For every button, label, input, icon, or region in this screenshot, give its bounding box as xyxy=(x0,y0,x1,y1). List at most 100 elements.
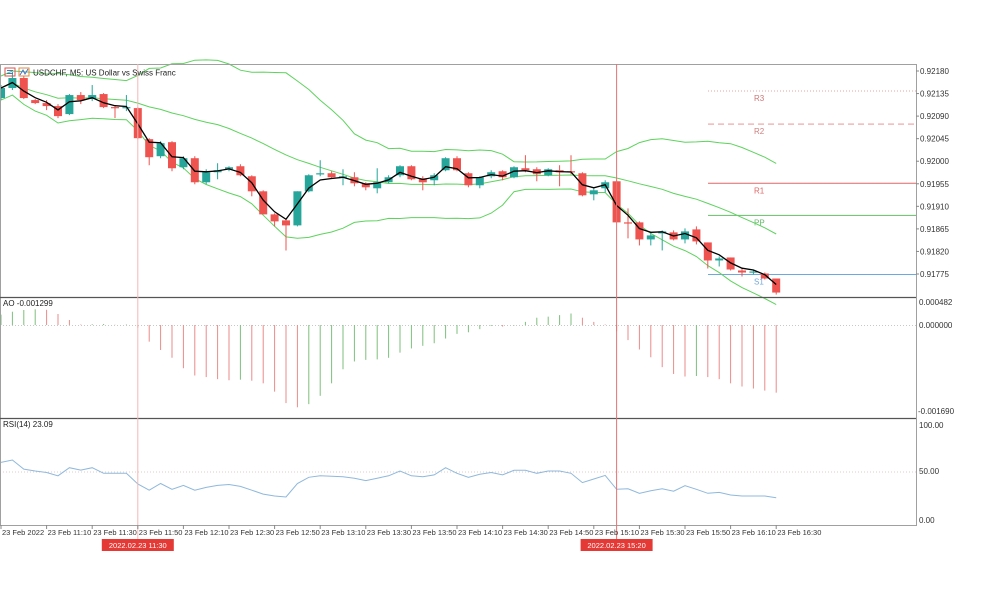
ao-axis-max: 0.000482 xyxy=(919,298,953,307)
candle xyxy=(646,232,655,246)
candle-body xyxy=(396,166,404,176)
candle xyxy=(464,172,473,188)
candle-body xyxy=(76,95,85,101)
candle-body xyxy=(270,214,279,222)
time-axis-label: 23 Feb 13:30 xyxy=(367,528,411,537)
candle xyxy=(282,219,290,251)
candle-body xyxy=(304,175,313,192)
candle-body xyxy=(168,142,176,169)
candle-body xyxy=(111,107,119,109)
rsi-axis-0: 0.00 xyxy=(919,516,935,525)
candle-body xyxy=(54,106,62,117)
price-axis-label: 0.91955 xyxy=(920,180,949,189)
candle-body xyxy=(282,220,290,226)
candle-body xyxy=(407,166,416,180)
candle-body xyxy=(532,169,541,175)
price-axis-label: 0.92000 xyxy=(920,157,949,166)
candle xyxy=(361,182,370,191)
candle-body xyxy=(179,158,188,168)
candle-body xyxy=(225,167,233,170)
candle-body xyxy=(464,173,473,186)
price-axis[interactable]: 0.92180 0.92135 0.92090 0.92045 0.92000 0.919… xyxy=(916,67,949,279)
candle-body xyxy=(259,191,268,215)
price-axis-label: 0.92045 xyxy=(920,135,949,144)
time-axis-label: 23 Feb 15:50 xyxy=(686,528,730,537)
candle-body xyxy=(544,169,553,176)
candle-body xyxy=(373,182,382,189)
rsi-indicator xyxy=(0,459,777,499)
candle xyxy=(498,170,507,181)
time-axis-label: 23 Feb 13:10 xyxy=(321,528,365,537)
candle xyxy=(316,160,325,177)
candle xyxy=(635,221,644,246)
candle xyxy=(270,213,279,227)
time-axis-label: 23 Feb 15:10 xyxy=(595,528,639,537)
candle-body xyxy=(122,107,131,109)
candle xyxy=(54,104,62,119)
chart-header: USDCHF, M5: US Dollar vs Swiss Franc xyxy=(4,67,176,78)
ao-axis: 0.000482 0.000000 -0.001690 xyxy=(918,298,955,416)
candle xyxy=(156,141,165,159)
price-axis-label: 0.91865 xyxy=(920,225,949,234)
rsi-line xyxy=(0,459,777,499)
candle xyxy=(259,190,268,215)
candle-body xyxy=(42,103,51,107)
time-axis[interactable]: 23 Feb 2022 23 Feb 11:10 23 Feb 11:30 23 Fe… xyxy=(0,525,821,537)
candle-body xyxy=(202,172,211,183)
candle xyxy=(19,76,28,100)
candle xyxy=(624,208,632,239)
candle xyxy=(441,157,450,172)
crosshair-time-box xyxy=(101,539,174,551)
rsi-axis-100: 100.00 xyxy=(919,421,944,430)
ao-axis-zero: 0.000000 xyxy=(919,321,953,330)
candle-body xyxy=(635,222,644,240)
candle xyxy=(418,176,427,191)
candle xyxy=(327,171,336,179)
chart-type-icon[interactable] xyxy=(18,67,30,77)
candle xyxy=(589,188,598,201)
time-axis-label: 23 Feb 14:30 xyxy=(504,528,548,537)
time-axis-label: 23 Feb 12:30 xyxy=(230,528,274,537)
pivot-label-r1: R1 xyxy=(754,186,765,195)
time-axis-label: 23 Feb 12:10 xyxy=(184,528,228,537)
time-axis-label: 23 Feb 14:50 xyxy=(549,528,593,537)
time-axis-label: 23 Feb 14:10 xyxy=(458,528,502,537)
time-axis-label: 23 Feb 16:30 xyxy=(777,528,821,537)
pivot-levels: R3 R2 R1 PP S1 xyxy=(708,90,916,287)
pivot-label-s1: S1 xyxy=(754,278,764,287)
ao-label: AO -0.001299 xyxy=(3,299,53,308)
candle-body xyxy=(156,143,165,157)
time-axis-label: 23 Feb 12:50 xyxy=(276,528,320,537)
candle xyxy=(122,95,131,112)
candle xyxy=(304,174,313,193)
candle xyxy=(510,166,518,179)
price-axis-label: 0.91775 xyxy=(920,270,949,279)
crosshair-time-label: 2022.02.23 11:30 xyxy=(109,541,167,550)
time-axis-label: 23 Feb 15:30 xyxy=(640,528,684,537)
time-axis-label: 23 Feb 11:30 xyxy=(93,528,137,537)
candle xyxy=(544,168,553,177)
price-axis-label: 0.91820 xyxy=(920,247,949,256)
time-axis-label: 23 Feb 2022 xyxy=(2,528,44,537)
candle-body xyxy=(327,173,336,178)
candle xyxy=(31,99,40,105)
pivot-label-pp: PP xyxy=(754,218,765,227)
price-axis-label: 0.91910 xyxy=(920,202,949,211)
candle-body xyxy=(475,177,484,186)
indicator-list-icon[interactable] xyxy=(4,67,16,77)
candle-body xyxy=(624,222,632,224)
candle-body xyxy=(749,271,758,273)
candle xyxy=(738,268,746,277)
candle-body xyxy=(316,173,325,175)
time-axis-label: 23 Feb 13:50 xyxy=(412,528,456,537)
crosshair-lines xyxy=(137,64,618,539)
candle-body xyxy=(715,258,724,261)
upper-band-line xyxy=(0,59,777,164)
candle-body xyxy=(703,242,712,261)
candle xyxy=(111,106,119,119)
candle xyxy=(772,278,781,295)
candle-body xyxy=(498,171,507,178)
candle-body xyxy=(510,167,518,178)
